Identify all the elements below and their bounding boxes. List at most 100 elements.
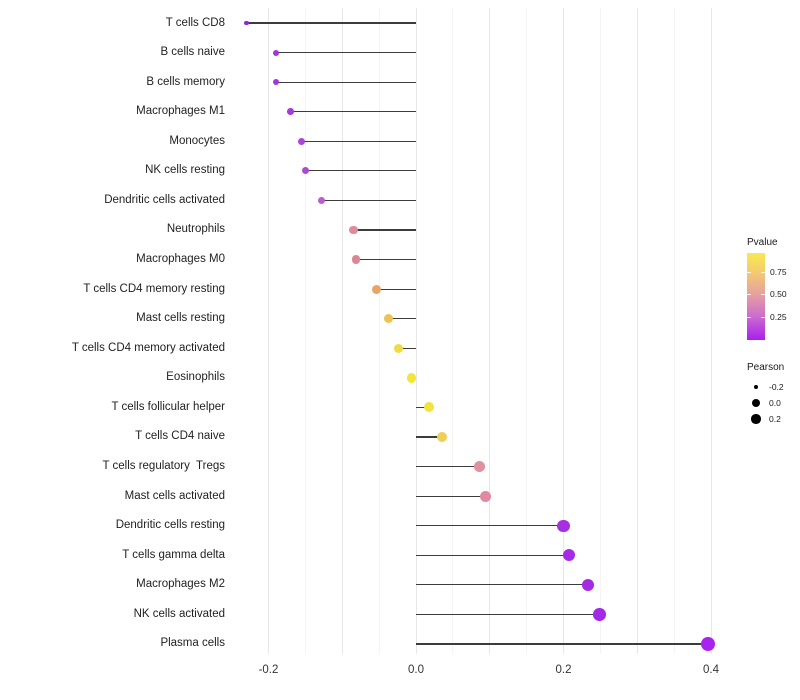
x-axis-tick-label: 0.4 xyxy=(703,664,719,676)
gridline-major xyxy=(710,8,712,654)
y-axis-label: Plasma cells xyxy=(160,637,225,650)
y-axis-label: T cells gamma delta xyxy=(122,548,225,561)
y-axis-label: Neutrophils xyxy=(166,223,225,236)
lollipop-dot xyxy=(384,314,394,324)
lollipop-dot xyxy=(423,402,434,413)
lollipop-dot xyxy=(581,578,595,592)
y-axis-label: T cells CD4 memory resting xyxy=(83,282,225,295)
y-axis-label: T cells CD4 memory activated xyxy=(71,341,225,354)
gridline-minor xyxy=(673,8,675,654)
lollipop-dot xyxy=(287,108,294,116)
y-axis-label: B cells memory xyxy=(146,75,225,88)
lollipop-dot xyxy=(298,137,306,145)
y-axis-label: T cells regulatory Tregs xyxy=(102,460,225,473)
gridline-minor xyxy=(526,8,528,654)
pearson-legend-dot xyxy=(753,384,759,390)
lollipop-dot xyxy=(244,20,249,26)
lollipop-stem xyxy=(416,554,569,556)
pvalue-gradient-bar xyxy=(747,253,765,340)
pearson-legend-label: -0.2 xyxy=(769,382,784,392)
pearson-legend-label: 0.2 xyxy=(769,414,781,424)
gridline-minor xyxy=(599,8,601,654)
pvalue-tick-label: 0.50 xyxy=(770,289,787,299)
lollipop-dot xyxy=(317,196,326,205)
lollipop-stem xyxy=(388,318,416,320)
y-axis-label: Monocytes xyxy=(169,134,225,147)
lollipop-dot xyxy=(593,608,606,621)
gridline-major xyxy=(415,8,417,654)
gridline-minor xyxy=(378,8,380,654)
y-axis-label: Dendritic cells resting xyxy=(115,519,225,532)
lollipop-dot xyxy=(557,519,570,532)
y-axis-label: Mast cells activated xyxy=(124,489,225,502)
lollipop-dot xyxy=(352,255,361,264)
pearson-legend-dot xyxy=(751,414,761,424)
pvalue-bar-tickmark xyxy=(761,294,765,295)
lollipop-dot xyxy=(436,431,447,443)
lollipop-stem xyxy=(416,613,600,615)
x-axis-tick-label: -0.2 xyxy=(258,664,279,676)
pearson-legend-label: 0.0 xyxy=(769,398,781,408)
lollipop-dot xyxy=(393,343,403,353)
y-axis-label: NK cells activated xyxy=(133,607,225,620)
x-axis-tick-label: 0.2 xyxy=(555,664,572,676)
lollipop-dot xyxy=(272,79,279,86)
lollipop-dot xyxy=(406,373,417,383)
lollipop-dot xyxy=(701,637,716,651)
y-axis-label: B cells naive xyxy=(160,46,225,59)
pvalue-bar-tickmark xyxy=(761,317,765,318)
pvalue-tick-label: 0.75 xyxy=(770,267,787,277)
lollipop-dot xyxy=(562,549,575,562)
lollipop-stem xyxy=(321,199,416,201)
lollipop-stem xyxy=(246,22,416,24)
lollipop-stem xyxy=(353,229,416,231)
pvalue-bar-tickmark xyxy=(747,272,751,273)
lollipop-dot xyxy=(272,49,279,56)
gridline-major xyxy=(489,8,491,654)
lollipop-dot xyxy=(479,490,491,502)
y-axis-label: T cells follicular helper xyxy=(111,400,225,413)
gridline-major xyxy=(636,8,638,654)
pearson-legend-dot xyxy=(752,399,760,407)
lollipop-stem xyxy=(356,258,416,261)
y-axis-label: T cells CD8 xyxy=(165,16,225,29)
gridline-major xyxy=(563,8,564,654)
lollipop-stem xyxy=(416,406,429,408)
pvalue-tick-label: 0.25 xyxy=(770,312,787,322)
pvalue-bar-tickmark xyxy=(761,272,765,273)
y-axis-label: Eosinophils xyxy=(166,371,225,384)
lollipop-dot xyxy=(301,167,309,175)
pvalue-bar-tickmark xyxy=(747,317,751,318)
lollipop-dot xyxy=(372,284,382,294)
lollipop-stem xyxy=(301,140,416,142)
lollipop-stem xyxy=(275,81,416,83)
lollipop-stem xyxy=(416,495,486,497)
y-axis-label: Macrophages M2 xyxy=(136,578,225,591)
gridline-major xyxy=(341,8,343,654)
lollipop-stem xyxy=(416,465,480,468)
y-axis-label: NK cells resting xyxy=(145,164,225,177)
y-axis-label: T cells CD4 naive xyxy=(135,430,225,443)
pvalue-bar-tickmark xyxy=(747,294,751,295)
x-axis-tick-label: 0.0 xyxy=(408,664,424,676)
lollipop-stem xyxy=(416,525,564,527)
lollipop-stem xyxy=(398,347,416,349)
y-axis-label: Macrophages M0 xyxy=(136,253,225,266)
lollipop-stem xyxy=(275,51,416,54)
lollipop-stem xyxy=(416,584,588,586)
lollipop-stem xyxy=(416,436,442,438)
gridline-minor xyxy=(304,8,306,654)
y-axis-label: Dendritic cells activated xyxy=(104,193,225,206)
lollipop-dot xyxy=(473,461,485,472)
lollipop-stem xyxy=(416,643,709,645)
lollipop-stem xyxy=(290,111,416,113)
lollipop-stem xyxy=(376,288,416,290)
y-axis-label: Macrophages M1 xyxy=(136,105,225,118)
pvalue-legend-title: Pvalue xyxy=(747,237,778,248)
gridline-major xyxy=(268,8,269,654)
pearson-legend-title: Pearson xyxy=(747,362,785,373)
lollipop-stem xyxy=(305,170,416,172)
lollipop-dot xyxy=(349,225,358,235)
y-axis-label: Mast cells resting xyxy=(136,312,225,325)
